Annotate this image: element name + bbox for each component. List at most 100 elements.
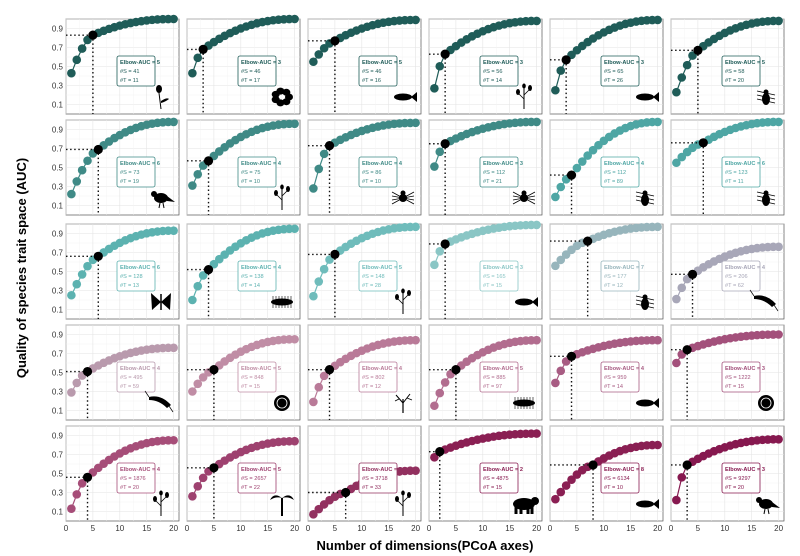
sand-dollar-icon-shape [758, 395, 774, 411]
elbow-point [440, 239, 450, 249]
data-point [435, 388, 445, 398]
annotation-box [479, 462, 519, 494]
panel: Elbow-AUC = 3 #S = 46 #T = 17 [186, 14, 301, 115]
palm-tree-icon [270, 495, 294, 516]
mayfly-icon-shape [773, 304, 779, 312]
panel: Elbow-AUC = 5 #S = 885 #T = 97 [428, 324, 543, 421]
data-point [193, 482, 203, 491]
flea-icon-shape [635, 299, 655, 305]
data-point [435, 247, 445, 256]
sand-dollar-icon [758, 395, 774, 411]
annotation-box [600, 55, 640, 87]
annotation-traits: #T = 15 [483, 283, 502, 289]
data-point [551, 192, 560, 202]
data-point [67, 189, 76, 199]
annotation-elbow: Elbow-AUC = 4 [120, 467, 161, 473]
y-tick-label: 0.9 [52, 230, 64, 239]
y-tick-label: 0.3 [52, 388, 64, 397]
y-tick-label: 0.9 [52, 432, 64, 441]
annotation-elbow: Elbow-AUC = 4 [604, 161, 645, 167]
data-point [72, 279, 82, 289]
panel: Elbow-AUC = 4 #S = 75 #T = 10 [186, 119, 301, 216]
data-point [677, 283, 687, 293]
panel: Elbow-AUC = 3 #S = 1222 #T = 15 [670, 324, 785, 421]
data-point [72, 490, 82, 499]
fish-icon [636, 92, 659, 102]
x-tick-label: 20 [290, 524, 299, 533]
panel: 0 5 10 15 20 Elbow-AUC = 8 #S = 6134 #T = 10 [548, 425, 664, 533]
data-point [532, 335, 541, 345]
annotation-traits: #T = 15 [241, 384, 260, 390]
data-point [319, 264, 329, 274]
y-axis-title: Quality of species trait space (AUC) [14, 158, 29, 378]
x-tick-label: 5 [333, 524, 338, 533]
data-point [532, 16, 541, 26]
annotation-traits: #T = 17 [241, 78, 260, 84]
data-point [188, 68, 197, 78]
elbow-point [82, 366, 93, 377]
annotation-box [358, 260, 398, 292]
plant-icon-shape [407, 290, 411, 296]
data-point [72, 378, 82, 388]
annotation-elbow: Elbow-AUC = 3 [604, 60, 644, 66]
elbow-point [435, 447, 445, 457]
annotation-traits: #T = 26 [604, 78, 623, 84]
data-point [290, 334, 299, 344]
coral-icon-shape [406, 397, 413, 401]
data-point [309, 397, 318, 407]
data-point [774, 117, 783, 127]
panel: Elbow-AUC = 7 #S = 177 #T = 12 [549, 222, 664, 320]
data-point [290, 119, 299, 129]
data-point [67, 504, 76, 513]
x-tick-label: 0 [548, 524, 553, 533]
y-tick-label: 0.1 [52, 407, 64, 416]
plant-icon-shape [286, 186, 290, 192]
data-point [290, 224, 299, 234]
coral-icon-shape [402, 393, 411, 404]
data-point [677, 152, 687, 162]
shrimp-icon [144, 390, 174, 413]
annotation-traits: #T = 11 [725, 179, 744, 185]
fish-icon-shape [653, 92, 659, 102]
x-tick-label: 15 [747, 524, 756, 533]
annotation-box [721, 361, 761, 393]
shrimp-icon-shape [144, 390, 150, 398]
bird-grouse-icon-shape [151, 191, 157, 197]
annotation-elbow: Elbow-AUC = 4 [241, 265, 282, 271]
data-point [193, 281, 203, 291]
fish-icon-shape [394, 93, 412, 101]
mayfly-icon [749, 289, 779, 312]
elbow-point [209, 463, 219, 473]
annotation-traits: #T = 14 [483, 78, 502, 84]
panel: Elbow-AUC = 4 #S = 802 #T = 12 [307, 324, 422, 421]
annotation-species: #S = 206 [725, 274, 748, 280]
panel: Elbow-AUC = 3 #S = 165 #T = 15 [428, 220, 543, 320]
flea-icon [635, 294, 655, 310]
data-point [672, 495, 681, 505]
elbow-point [209, 365, 219, 375]
butterfly-icon-shape [151, 293, 161, 310]
y-tick-label: 0.1 [52, 101, 64, 110]
panel-grid: 0.1 0.3 0.5 0.7 0.9 Elbow-AUC = 5 #S = 41 #T = … [52, 14, 785, 533]
annotation-species: #S = 58 [725, 69, 744, 75]
data-point [198, 373, 208, 382]
annotation-traits: #T = 11 [120, 78, 139, 84]
data-point [314, 277, 324, 286]
annotation-species: #S = 3718 [362, 476, 388, 482]
data-point [430, 401, 439, 411]
flower-icon-shape [156, 85, 162, 93]
elbow-point [583, 236, 593, 246]
ant-icon-shape [756, 199, 776, 205]
plant-icon-shape [401, 490, 405, 496]
data-point [440, 378, 450, 387]
x-tick-label: 10 [720, 524, 729, 533]
grass-icon-shape [522, 83, 526, 89]
annotation-traits: #T = 10 [604, 485, 623, 491]
annotation-box [600, 260, 640, 292]
data-point [290, 436, 299, 446]
annotation-traits: #T = 15 [483, 485, 502, 491]
annotation-species: #S = 1222 [725, 375, 751, 381]
data-point [169, 435, 178, 445]
fish-icon-shape [653, 499, 659, 509]
water-bug-icon-shape [635, 195, 655, 201]
